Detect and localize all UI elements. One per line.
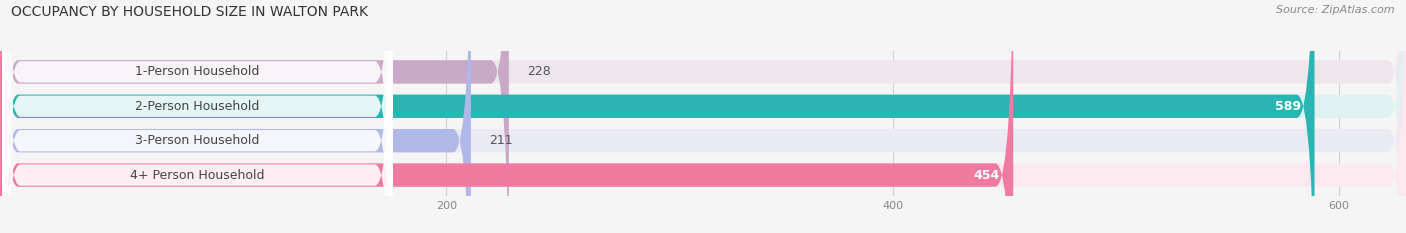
Text: 4+ Person Household: 4+ Person Household xyxy=(131,169,264,182)
FancyBboxPatch shape xyxy=(3,0,392,233)
Text: 1-Person Household: 1-Person Household xyxy=(135,65,260,78)
Text: Source: ZipAtlas.com: Source: ZipAtlas.com xyxy=(1277,5,1395,15)
FancyBboxPatch shape xyxy=(3,0,392,233)
FancyBboxPatch shape xyxy=(0,0,1315,233)
FancyBboxPatch shape xyxy=(3,0,392,233)
FancyBboxPatch shape xyxy=(3,0,392,233)
FancyBboxPatch shape xyxy=(0,0,509,233)
Text: 211: 211 xyxy=(489,134,512,147)
Text: OCCUPANCY BY HOUSEHOLD SIZE IN WALTON PARK: OCCUPANCY BY HOUSEHOLD SIZE IN WALTON PA… xyxy=(11,5,368,19)
Text: 228: 228 xyxy=(527,65,550,78)
Text: 454: 454 xyxy=(973,169,1000,182)
Text: 2-Person Household: 2-Person Household xyxy=(135,100,260,113)
FancyBboxPatch shape xyxy=(0,0,1014,233)
FancyBboxPatch shape xyxy=(0,0,471,233)
Text: 589: 589 xyxy=(1275,100,1301,113)
Text: 3-Person Household: 3-Person Household xyxy=(135,134,260,147)
